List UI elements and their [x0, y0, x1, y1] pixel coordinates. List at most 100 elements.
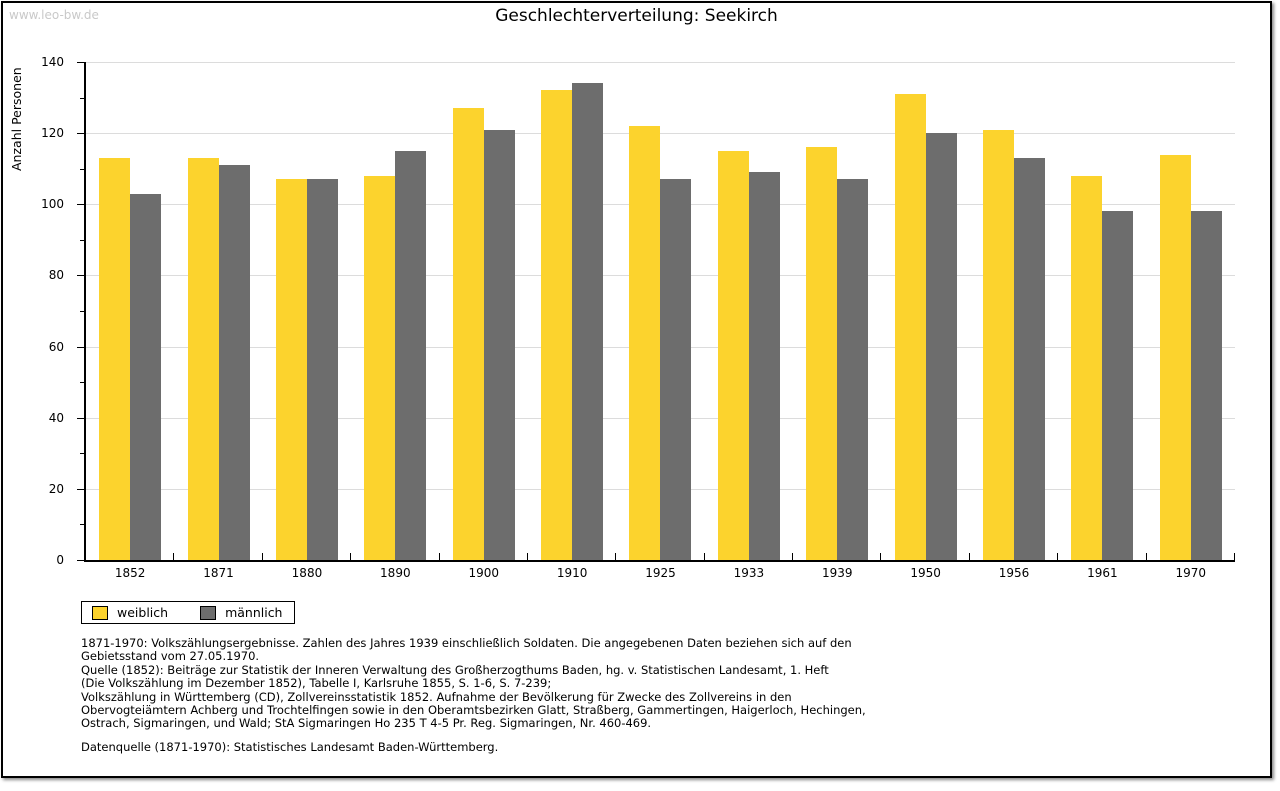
y-axis-line — [84, 62, 86, 562]
footnote-line: Volkszählung in Württemberg (CD), Zollve… — [81, 689, 792, 704]
x-label-1925: 1925 — [645, 566, 676, 580]
bar-group-1956 — [970, 62, 1058, 560]
bar-männlich-1970 — [1190, 211, 1222, 560]
x-label-1890: 1890 — [380, 566, 411, 580]
y-tick-110 — [80, 168, 84, 170]
legend-label-maennlich: männlich — [225, 605, 283, 620]
y-tick-labels: 0 20 40 60 80 100 120 140 — [3, 55, 77, 567]
bar-männlich-1961 — [1102, 211, 1134, 560]
legend-label-weiblich: weiblich — [117, 605, 169, 620]
bar-weiblich-1900 — [452, 108, 484, 560]
bar-weiblich-1961 — [1071, 175, 1103, 560]
bar-weiblich-1925 — [629, 126, 661, 560]
footnote-line: (Die Volkszählung im Dezember 1852), Tab… — [81, 676, 552, 691]
y-tick-label-20: 20 — [48, 481, 64, 496]
bar-weiblich-1970 — [1159, 154, 1191, 560]
bar-group-1970 — [1147, 62, 1235, 560]
watermark: www.leo-bw.de — [9, 8, 99, 22]
y-tick-label-80: 80 — [48, 268, 64, 283]
footnote-line: Obervogteiämtern Achberg und Trochtelfin… — [81, 703, 866, 718]
x-boundary-tick-6 — [615, 553, 617, 560]
bar-männlich-1939 — [837, 179, 869, 560]
y-tick-130 — [80, 97, 84, 99]
footnote-line: Gebietsstand vom 27.05.1970. — [81, 649, 260, 664]
x-boundary-tick-8 — [792, 553, 794, 560]
x-label-1871: 1871 — [203, 566, 234, 580]
bar-weiblich-1933 — [717, 150, 749, 560]
y-tick-60 — [77, 346, 84, 348]
x-boundary-tick-3 — [350, 553, 352, 560]
bar-group-1933 — [705, 62, 793, 560]
x-label-1880: 1880 — [291, 566, 323, 580]
bar-männlich-1890 — [395, 150, 427, 560]
y-tick-40 — [77, 417, 84, 419]
x-boundary-tick-5 — [526, 553, 528, 560]
bar-weiblich-1871 — [187, 158, 219, 560]
bar-männlich-1880 — [306, 179, 338, 560]
y-tick-20 — [77, 488, 84, 490]
bar-weiblich-1910 — [541, 90, 573, 560]
bar-weiblich-1880 — [275, 179, 307, 560]
legend-item-weiblich: weiblich — [92, 605, 168, 620]
footnote-line: Quelle (1852): Beiträge zur Statistik de… — [81, 662, 829, 677]
x-boundary-tick-10 — [968, 553, 970, 560]
y-tick-0 — [77, 560, 84, 561]
bar-männlich-1933 — [748, 172, 780, 560]
gridline-120 — [86, 133, 1235, 135]
y-tick-10 — [80, 524, 84, 526]
y-tick-label-120: 120 — [41, 126, 64, 141]
y-ticks — [77, 62, 84, 561]
legend-item-maennlich: männlich — [200, 605, 282, 620]
y-tick-label-100: 100 — [41, 197, 64, 212]
plot-area — [86, 62, 1235, 560]
y-tick-30 — [80, 453, 84, 455]
y-tick-50 — [80, 382, 84, 384]
bar-group-1880 — [263, 62, 351, 560]
page-title: Geschlechterverteilung: Seekirch — [495, 6, 778, 26]
bar-group-1910 — [528, 62, 616, 560]
x-boundary-tick-12 — [1145, 553, 1147, 560]
bar-weiblich-1852 — [99, 158, 131, 560]
bar-männlich-1910 — [572, 83, 604, 560]
bar-group-1961 — [1058, 62, 1146, 560]
legend-swatch-weiblich-icon — [92, 605, 108, 620]
x-boundary-tick-13 — [1234, 553, 1235, 560]
x-label-1956: 1956 — [998, 566, 1030, 580]
bar-group-1900 — [440, 62, 528, 560]
x-label-1852: 1852 — [114, 566, 146, 580]
x-axis-line — [84, 560, 1235, 562]
y-tick-label-0: 0 — [56, 553, 64, 567]
legend: weiblich männlich — [81, 601, 296, 624]
bar-männlich-1925 — [660, 179, 692, 560]
y-tick-120 — [77, 133, 84, 135]
chart-page: www.leo-bw.de Geschlechterverteilung: Se… — [1, 1, 1272, 778]
footnote-line: 1871-1970: Volkszählungsergebnisse. Zahl… — [81, 636, 852, 650]
x-label-1910: 1910 — [556, 566, 588, 580]
x-boundary-tick-7 — [703, 553, 705, 560]
x-label-1933: 1933 — [733, 566, 765, 580]
x-boundary-tick-4 — [438, 553, 440, 560]
x-boundary-tick-9 — [880, 553, 882, 560]
bar-männlich-1950 — [925, 133, 957, 560]
y-tick-label-60: 60 — [48, 339, 64, 354]
x-axis-labels: 1852 1871 1880 1890 1900 1910 1925 1933 1939 1950… — [86, 566, 1235, 582]
bar-männlich-1852 — [130, 193, 162, 560]
bar-group-1890 — [351, 62, 439, 560]
y-tick-label-40: 40 — [48, 410, 64, 425]
bar-weiblich-1950 — [894, 94, 926, 560]
x-label-1950: 1950 — [910, 566, 941, 580]
x-label-1970: 1970 — [1175, 566, 1207, 580]
bar-group-1852 — [86, 62, 174, 560]
x-boundary-tick-1 — [173, 553, 175, 560]
x-boundary-tick-2 — [261, 553, 263, 560]
y-tick-80 — [77, 275, 84, 277]
y-tick-140 — [77, 62, 84, 63]
bar-group-1871 — [174, 62, 262, 560]
bar-group-1925 — [616, 62, 704, 560]
bar-group-1939 — [793, 62, 881, 560]
y-tick-90 — [80, 239, 84, 241]
x-boundary-tick-11 — [1057, 553, 1059, 560]
x-label-1939: 1939 — [821, 566, 853, 580]
bar-männlich-1900 — [483, 129, 515, 560]
bar-männlich-1956 — [1014, 158, 1046, 560]
